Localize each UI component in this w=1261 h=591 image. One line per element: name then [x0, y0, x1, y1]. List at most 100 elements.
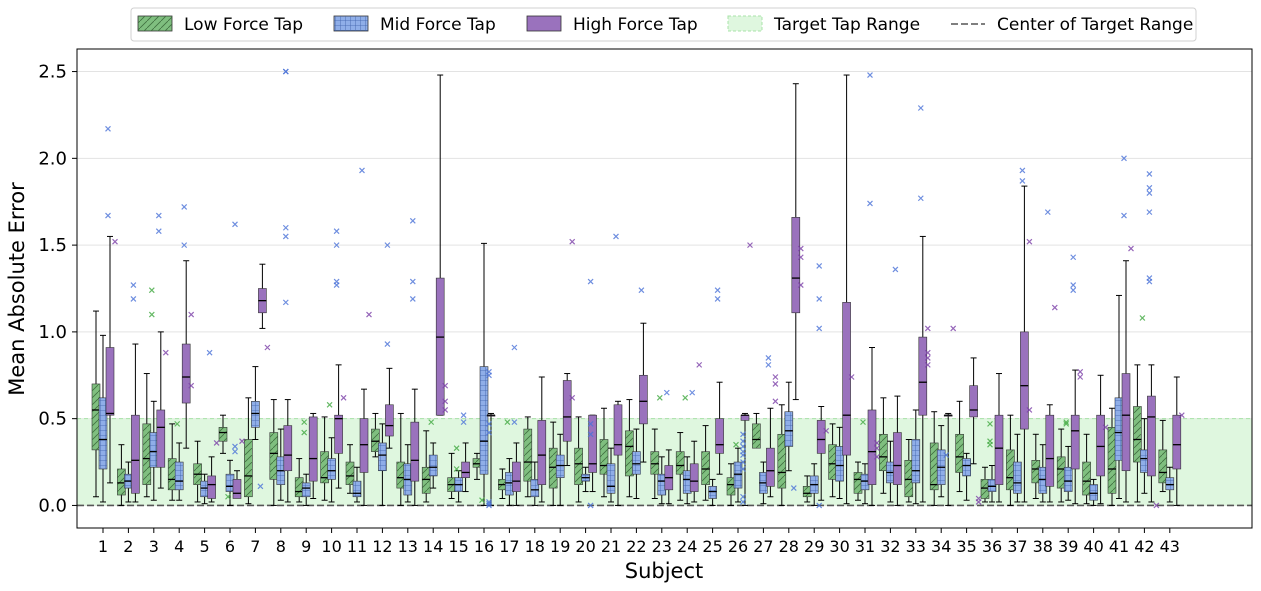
x-tick-label: 28 [779, 537, 799, 556]
y-axis-title: Mean Absolute Error [5, 182, 29, 396]
outlier-marker [860, 419, 866, 426]
box-high-force-tap [512, 461, 521, 492]
outlier-marker [453, 445, 460, 452]
outlier-marker [874, 440, 880, 446]
box-hatch [1038, 467, 1047, 494]
box-hatch [378, 442, 387, 471]
outlier-marker [1070, 287, 1077, 294]
legend-swatch-hatch [334, 16, 368, 31]
box-hatch [574, 448, 583, 485]
outlier-marker [257, 483, 264, 490]
outlier-marker [486, 429, 492, 436]
outlier-marker [797, 254, 804, 261]
outlier-marker [587, 420, 594, 427]
outlier-marker [155, 212, 162, 219]
box-high-force-tap [562, 380, 572, 442]
outlier-marker [282, 299, 289, 306]
outlier-marker [1019, 167, 1026, 174]
box-hatch [650, 451, 659, 475]
box-hatch [632, 451, 641, 475]
x-tick-label: 14 [423, 537, 443, 556]
outlier-marker [848, 374, 855, 380]
outlier-marker [1146, 275, 1153, 282]
legend: Low Force Tap Mid Force Tap High Force Tap… [130, 7, 1197, 42]
outlier-marker [689, 389, 696, 396]
box-hatch [1082, 462, 1091, 496]
box-hatch [327, 458, 336, 480]
box-high-force-tap [232, 479, 242, 499]
legend-box [130, 7, 1197, 42]
y-tick-label: 1.0 [38, 322, 67, 343]
outlier-marker [366, 311, 372, 318]
box-hatch [295, 477, 304, 497]
x-tick-label: 20 [575, 537, 595, 556]
x-tick-label: 22 [626, 537, 646, 556]
box-high-force-tap [410, 421, 420, 482]
outlier-marker [816, 263, 823, 269]
outlier-marker [740, 448, 746, 455]
x-tick-label: 41 [1109, 537, 1129, 556]
box-high-force-tap [918, 336, 928, 416]
outlier-marker [1019, 177, 1026, 184]
box-high-force-tap [740, 414, 750, 421]
outlier-marker [1070, 282, 1077, 288]
outlier-marker [924, 361, 931, 368]
box-hatch [99, 397, 107, 469]
outlier-marker [682, 394, 689, 401]
outlier-marker [282, 224, 289, 231]
outlier-marker [232, 443, 238, 450]
outlier-marker [460, 419, 467, 426]
x-tick-label: 8 [276, 537, 286, 556]
outlier-marker [714, 295, 721, 302]
outlier-marker [765, 354, 772, 361]
box-hatch [657, 474, 666, 496]
box-hatch [752, 423, 761, 449]
outlier-marker [696, 361, 703, 368]
outlier-marker [340, 394, 347, 401]
legend-label: Low Force Tap [184, 15, 303, 35]
x-tick-label: 24 [677, 537, 697, 556]
outlier-marker [486, 368, 492, 375]
outlier-marker [924, 325, 931, 332]
outlier-marker [772, 374, 779, 380]
outlier-marker [130, 295, 137, 302]
outlier-marker [188, 311, 195, 318]
outlier-marker [460, 412, 467, 419]
box-hatch [251, 401, 260, 428]
box-hatch [727, 477, 735, 496]
outlier-marker [1070, 254, 1077, 261]
x-tick-label: 11 [347, 537, 367, 556]
x-tick-label: 35 [956, 537, 976, 556]
x-tick-label: 26 [728, 537, 748, 556]
legend-swatch-target [727, 15, 763, 32]
outlier-marker [188, 382, 195, 389]
box-high-force-tap [588, 414, 597, 473]
outlier-marker [148, 287, 155, 294]
outlier-marker [1063, 420, 1070, 427]
box-hatch [600, 439, 608, 475]
x-tick-label: 7 [250, 537, 260, 556]
box-hatch [142, 423, 151, 485]
box-hatch [904, 460, 913, 497]
box-hatch [1108, 427, 1116, 494]
box-hatch [879, 434, 888, 471]
outlier-marker [1139, 315, 1146, 321]
outlier-marker [867, 72, 873, 78]
outlier-marker [772, 381, 779, 387]
box-hatch [1057, 456, 1066, 489]
box-hatch [480, 366, 488, 475]
box-high-force-tap [435, 277, 445, 416]
outlier-marker [148, 311, 155, 318]
x-tick-label: 16 [474, 537, 494, 556]
outlier-marker [225, 493, 231, 500]
box-high-force-tap [207, 475, 216, 499]
box-hatch [962, 458, 971, 476]
y-tick-label: 2.5 [38, 62, 67, 83]
box-hatch [175, 462, 184, 490]
box-hatch [320, 451, 329, 483]
outlier-marker [333, 242, 340, 249]
outlier-marker [206, 349, 213, 356]
legend-swatch [526, 15, 562, 32]
outlier-marker [155, 228, 162, 235]
box-high-force-tap [1172, 414, 1182, 470]
